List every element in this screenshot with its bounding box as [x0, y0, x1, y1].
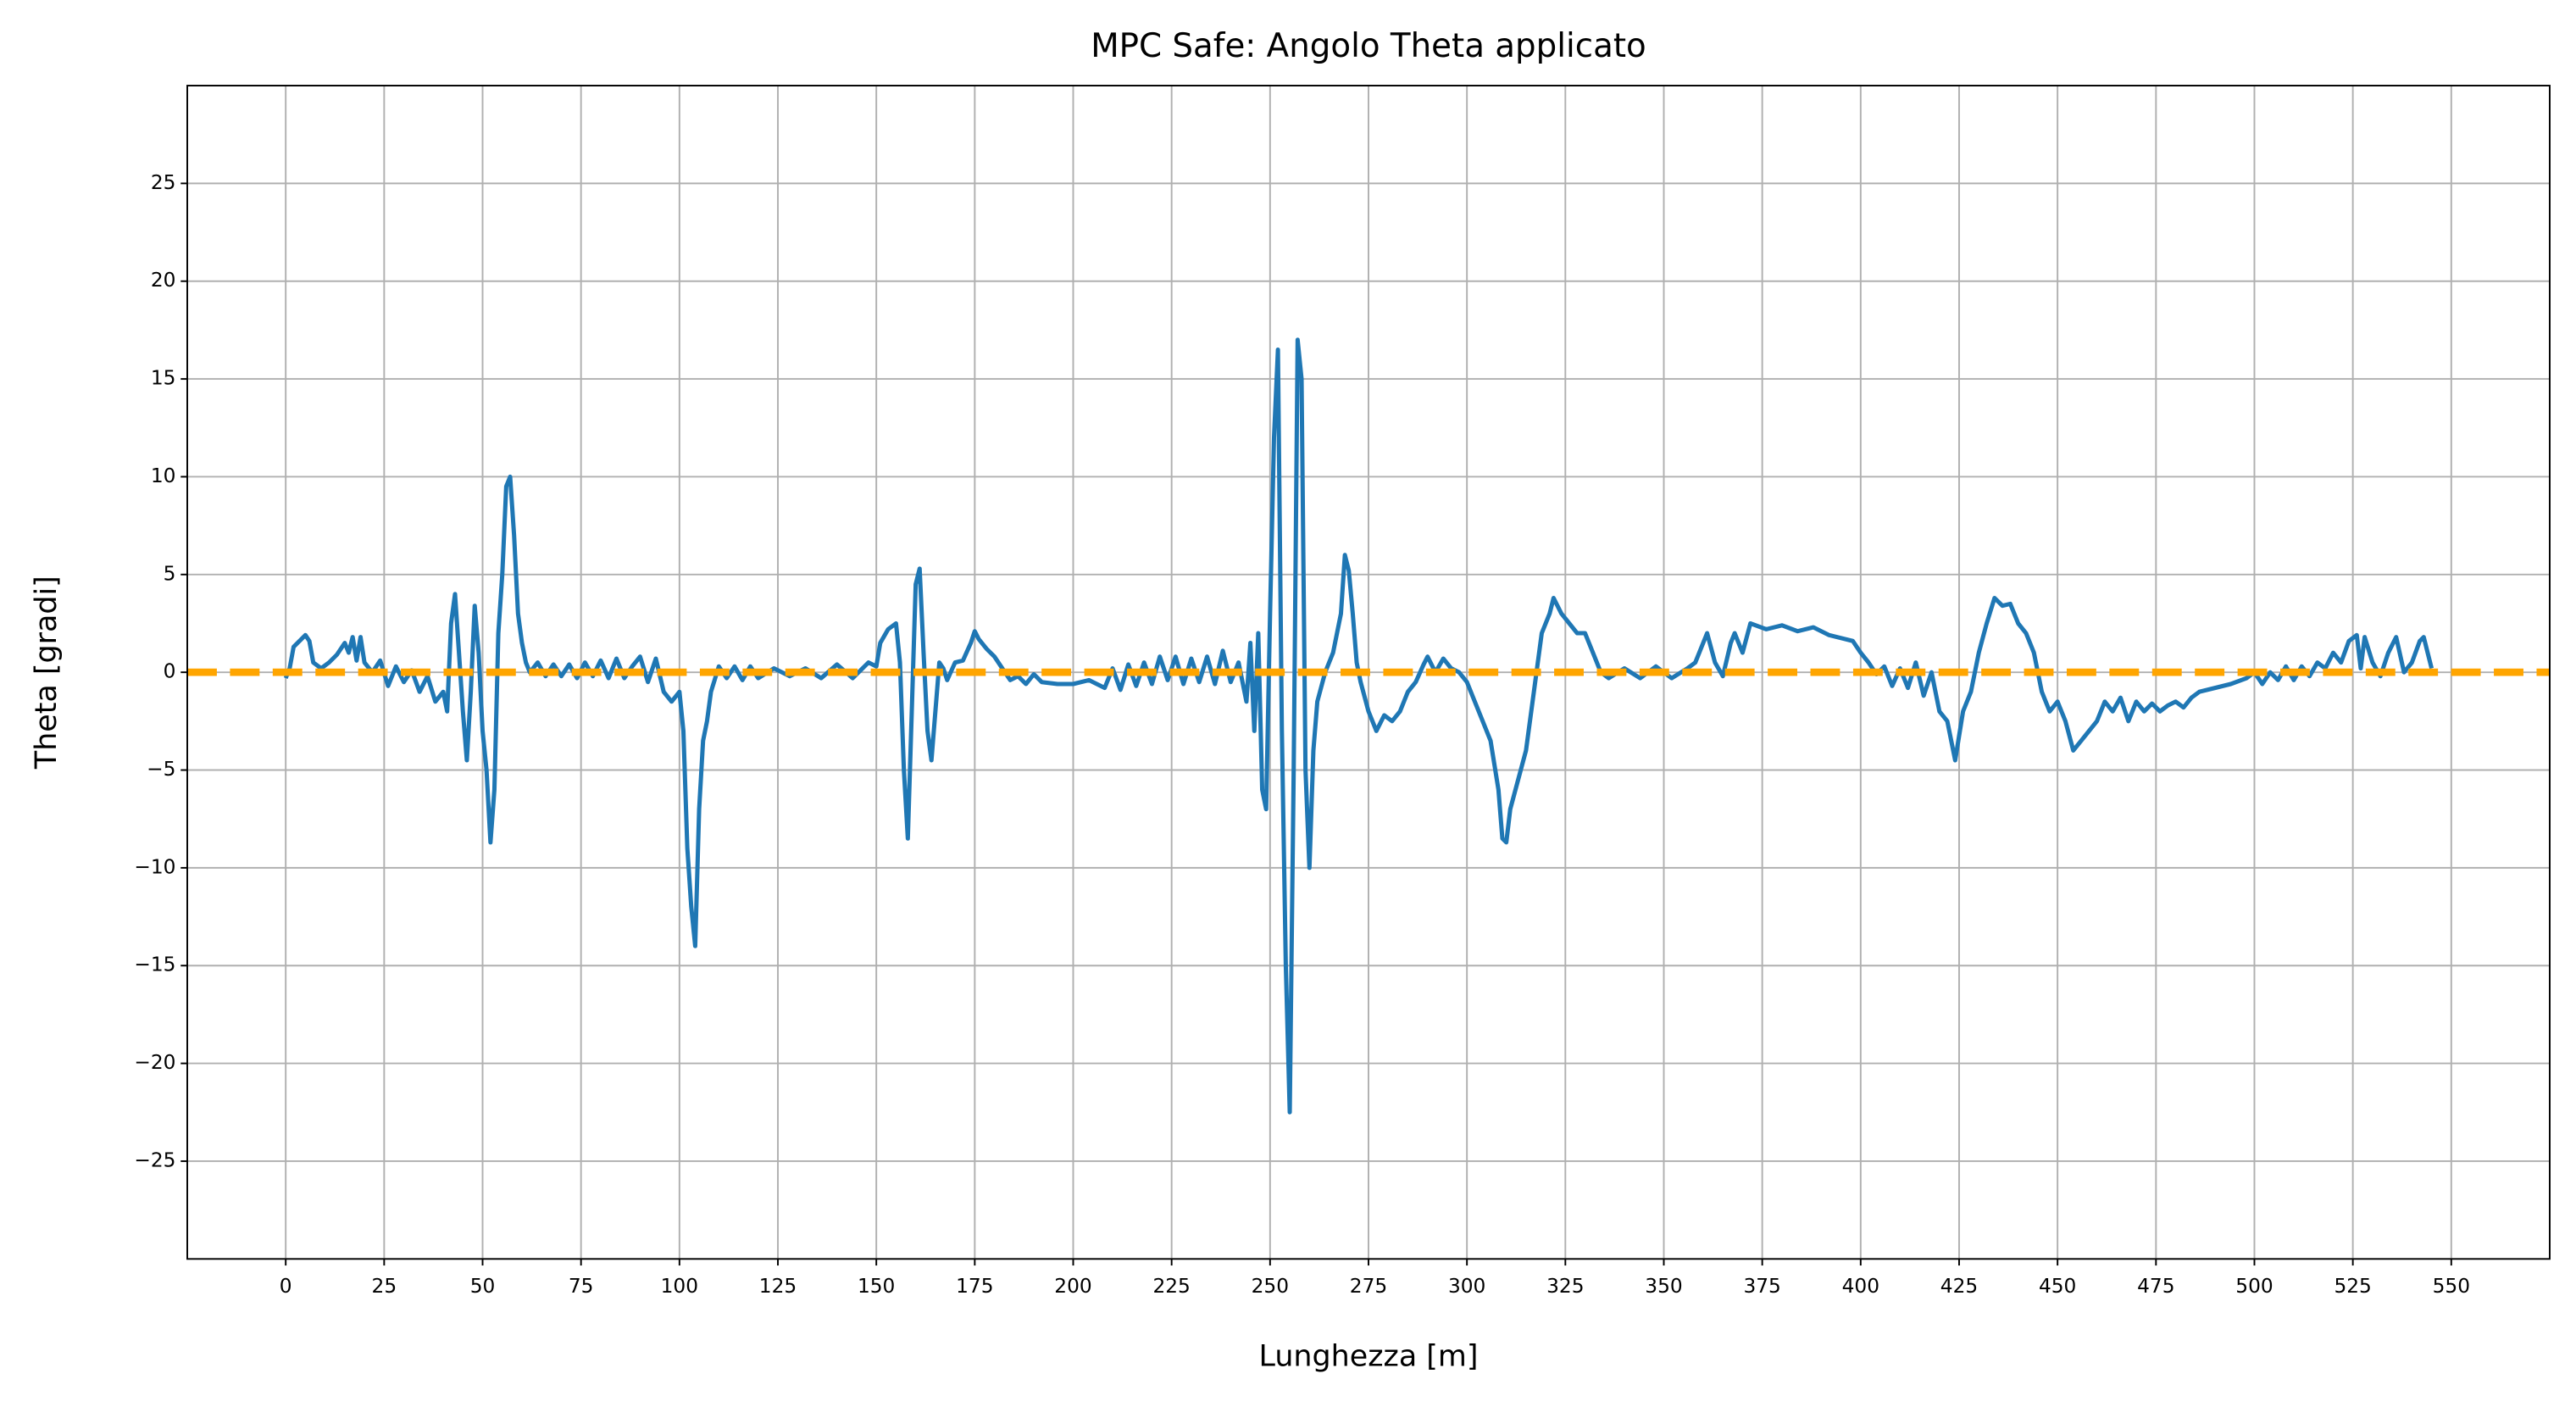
x-tick-label: 75 [569, 1275, 594, 1298]
y-tick-label: 25 [151, 171, 176, 194]
x-tick-label: 500 [2235, 1275, 2273, 1298]
x-tick-label: 525 [2334, 1275, 2371, 1298]
y-tick-label: 5 [164, 562, 176, 585]
x-tick-label: 425 [1940, 1275, 1978, 1298]
x-tick-label: 25 [372, 1275, 397, 1298]
x-tick-label: 50 [470, 1275, 496, 1298]
y-tick-label: 20 [151, 269, 176, 292]
x-tick-label: 300 [1448, 1275, 1485, 1298]
chart-title: MPC Safe: Angolo Theta applicato [1091, 27, 1646, 65]
x-tick-label: 0 [280, 1275, 292, 1298]
x-tick-label: 100 [661, 1275, 698, 1298]
x-tick-label: 225 [1152, 1275, 1190, 1298]
x-tick-label: 125 [759, 1275, 797, 1298]
x-tick-label: 175 [956, 1275, 993, 1298]
x-tick-label: 200 [1054, 1275, 1091, 1298]
x-tick-label: 400 [1842, 1275, 1879, 1298]
x-tick-label: 250 [1252, 1275, 1289, 1298]
x-tick-label: 550 [2433, 1275, 2470, 1298]
y-tick-label: 10 [151, 464, 176, 487]
y-axis-label: Theta [gradi] [30, 576, 64, 770]
y-tick-label: −25 [134, 1148, 175, 1171]
y-tick-label: 15 [151, 367, 176, 390]
x-tick-label: 350 [1645, 1275, 1682, 1298]
x-tick-label: 475 [2137, 1275, 2174, 1298]
y-tick-label: 0 [164, 660, 176, 683]
data-line [283, 337, 2434, 1115]
x-tick-label: 150 [858, 1275, 895, 1298]
x-axis-label: Lunghezza [m] [1259, 1340, 1479, 1374]
plot [187, 337, 2550, 1115]
y-tick-label: −10 [134, 855, 175, 878]
x-tick-label: 275 [1350, 1275, 1387, 1298]
y-tick-label: −15 [134, 954, 175, 976]
x-tick-label: 325 [1546, 1275, 1584, 1298]
y-tick-label: −5 [147, 758, 175, 781]
x-tick-label: 450 [2039, 1275, 2076, 1298]
y-tick-label: −20 [134, 1051, 175, 1074]
x-tick-label: 375 [1743, 1275, 1780, 1298]
